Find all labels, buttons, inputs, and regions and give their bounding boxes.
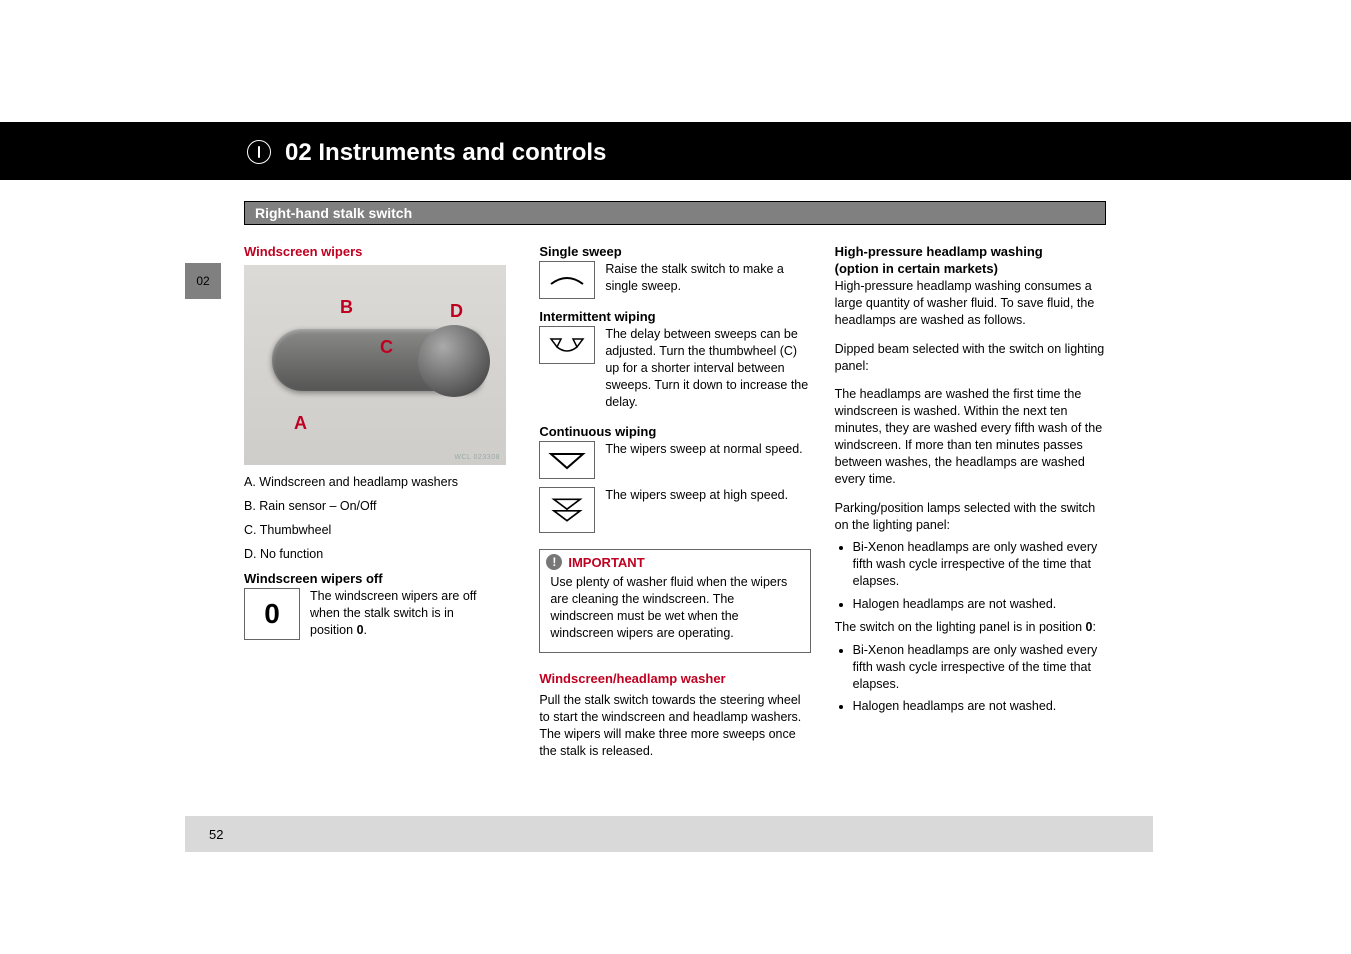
single-sweep-text: Raise the stalk switch to make a single … xyxy=(605,261,810,299)
heading-highpressure-l2: (option in certain markets) xyxy=(835,261,1106,276)
hp-para5: The switch on the lighting panel is in p… xyxy=(835,619,1106,636)
hp-list2-item1: Bi-Xenon headlamps are only washed every… xyxy=(853,642,1106,693)
callout-a: A xyxy=(294,413,307,434)
wipers-off-block: 0 The windscreen wipers are off when the… xyxy=(244,588,515,640)
wipers-off-line3c: . xyxy=(364,623,367,637)
page-number: 52 xyxy=(209,827,223,842)
important-label: IMPORTANT xyxy=(568,555,644,570)
hp-list1-item2: Halogen headlamps are not washed. xyxy=(853,596,1106,613)
alert-icon: ! xyxy=(546,554,562,570)
side-tab: 02 xyxy=(185,263,221,299)
hp-para5-pre: The switch on the lighting panel is in p… xyxy=(835,620,1086,634)
continuous-high-text: The wipers sweep at high speed. xyxy=(605,487,788,533)
callout-d: D xyxy=(450,301,463,322)
heading-single-sweep: Single sweep xyxy=(539,244,810,259)
legend-b: B. Rain sensor – On/Off xyxy=(244,499,515,513)
heading-windscreen-wipers: Windscreen wipers xyxy=(244,244,515,259)
hp-list2-item2: Halogen headlamps are not washed. xyxy=(853,698,1106,715)
continuous-normal-icon xyxy=(539,441,595,479)
callout-b: B xyxy=(340,297,353,318)
legend-c: C. Thumbwheel xyxy=(244,523,515,537)
callout-c: C xyxy=(380,337,393,358)
wipers-off-line1: The windscreen wipers are off xyxy=(310,589,477,603)
wipers-off-line3b: 0 xyxy=(357,623,364,637)
section-title: Right-hand stalk switch xyxy=(245,202,1105,224)
illustration-watermark: WCL 023308 xyxy=(454,454,500,461)
hp-para4: Parking/position lamps selected with the… xyxy=(835,500,1106,534)
continuous-normal-text: The wipers sweep at normal speed. xyxy=(605,441,802,479)
hp-para1: High-pressure headlamp washing consumes … xyxy=(835,278,1106,329)
heading-intermittent: Intermittent wiping xyxy=(539,309,810,324)
legend-list: A. Windscreen and headlamp washers B. Ra… xyxy=(244,475,515,561)
heading-highpressure-l1: High-pressure headlamp washing xyxy=(835,244,1106,259)
stalk-switch-illustration: A B C D WCL 023308 xyxy=(244,265,506,465)
important-header: ! IMPORTANT xyxy=(540,550,809,574)
stalk-body xyxy=(272,329,482,391)
hp-list1-item1: Bi-Xenon headlamps are only washed every… xyxy=(853,539,1106,590)
continuous-high-block: The wipers sweep at high speed. xyxy=(539,487,810,533)
legend-a: A. Windscreen and headlamp washers xyxy=(244,475,515,489)
column-3: High-pressure headlamp washing (option i… xyxy=(835,244,1106,759)
intermittent-text: The delay between sweeps can be adjusted… xyxy=(605,326,810,410)
top-black-band xyxy=(0,122,1351,180)
info-icon xyxy=(247,140,271,164)
hp-list2: Bi-Xenon headlamps are only washed every… xyxy=(835,642,1106,716)
intermittent-block: The delay between sweeps can be adjusted… xyxy=(539,326,810,410)
heading-washer: Windscreen/headlamp washer xyxy=(539,671,810,686)
washer-text: Pull the stalk switch towards the steeri… xyxy=(539,692,810,760)
wipers-off-text: The windscreen wipers are off when the s… xyxy=(310,588,477,640)
hp-para3: The headlamps are washed the first time … xyxy=(835,386,1106,487)
column-1: Windscreen wipers A B C D WCL 023308 A. … xyxy=(244,244,515,759)
wipers-off-line3a: position xyxy=(310,623,357,637)
page-content: Windscreen wipers A B C D WCL 023308 A. … xyxy=(244,244,1106,759)
column-2: Single sweep Raise the stalk switch to m… xyxy=(539,244,810,759)
hp-list1: Bi-Xenon headlamps are only washed every… xyxy=(835,539,1106,613)
heading-continuous: Continuous wiping xyxy=(539,424,810,439)
section-title-bar: Right-hand stalk switch xyxy=(244,201,1106,225)
intermittent-icon xyxy=(539,326,595,364)
wipers-off-line2: when the stalk switch is in xyxy=(310,606,454,620)
stalk-end-knob xyxy=(418,325,490,397)
hp-para5-post: : xyxy=(1092,620,1095,634)
continuous-high-icon xyxy=(539,487,595,533)
single-sweep-icon xyxy=(539,261,595,299)
legend-d: D. No function xyxy=(244,547,515,561)
hp-para2: Dipped beam selected with the switch on … xyxy=(835,341,1106,375)
chapter-title: 02 Instruments and controls xyxy=(285,139,606,167)
position-zero-icon: 0 xyxy=(244,588,300,640)
continuous-normal-block: The wipers sweep at normal speed. xyxy=(539,441,810,479)
footer-bar: 52 xyxy=(185,816,1153,852)
single-sweep-block: Raise the stalk switch to make a single … xyxy=(539,261,810,299)
important-box: ! IMPORTANT Use plenty of washer fluid w… xyxy=(539,549,810,653)
heading-wipers-off: Windscreen wipers off xyxy=(244,571,515,586)
important-text: Use plenty of washer fluid when the wipe… xyxy=(540,574,809,652)
